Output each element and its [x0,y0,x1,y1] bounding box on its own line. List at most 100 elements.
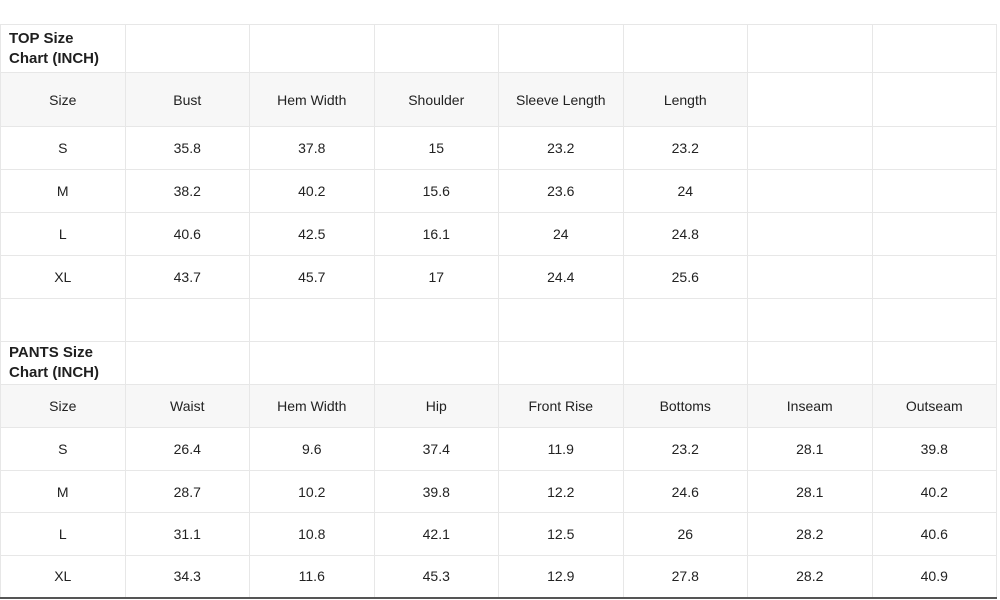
top-row-s: S 35.8 37.8 15 23.2 23.2 [0,126,997,170]
table-cell: 15.6 [373,169,499,213]
empty-cell [747,169,873,213]
pants-chart-title-line2: Chart (INCH) [9,364,99,381]
empty-cell [871,126,997,170]
top-chart-title-row: TOP Size Chart (INCH) [0,24,997,73]
table-cell: 40.2 [871,470,997,513]
empty-cell [871,341,997,385]
top-chart-title: TOP Size Chart (INCH) [0,24,126,73]
size-cell: L [0,212,126,256]
size-cell: M [0,470,126,513]
pants-header-hip: Hip [373,384,499,428]
pants-header-size: Size [0,384,126,428]
table-cell: 40.9 [871,555,997,598]
empty-cell [871,72,997,127]
size-cell: L [0,512,126,556]
pants-chart-title: PANTS Size Chart (INCH) [0,341,126,385]
table-cell: 28.2 [747,555,873,598]
table-cell: 10.8 [249,512,375,556]
table-cell: 26.4 [124,427,250,471]
table-cell: 23.2 [622,427,748,471]
pants-chart-header-row: Size Waist Hem Width Hip Front Rise Bott… [0,384,997,428]
top-chart-title-line1: TOP Size [9,29,74,47]
empty-cell [622,298,748,342]
table-cell: 12.9 [498,555,624,598]
table-cell: 23.2 [498,126,624,170]
table-cell: 16.1 [373,212,499,256]
top-header-bust: Bust [124,72,250,127]
empty-cell [498,24,624,73]
table-cell: 24 [498,212,624,256]
empty-cell [871,169,997,213]
table-cell: 45.3 [373,555,499,598]
table-cell: 43.7 [124,255,250,299]
empty-cell [124,24,250,73]
table-cell: 24.4 [498,255,624,299]
size-chart-table: TOP Size Chart (INCH) Size Bust Hem Widt… [0,24,997,599]
table-cell: 35.8 [124,126,250,170]
table-cell: 39.8 [373,470,499,513]
table-cell: 12.5 [498,512,624,556]
pants-header-front-rise: Front Rise [498,384,624,428]
table-cell: 25.6 [622,255,748,299]
table-cell: 24 [622,169,748,213]
table-cell: 12.2 [498,470,624,513]
table-cell: 28.2 [747,512,873,556]
pants-chart-title-line1: PANTS Size [9,344,93,361]
table-cell: 31.1 [124,512,250,556]
pants-header-waist: Waist [124,384,250,428]
table-cell: 28.7 [124,470,250,513]
empty-cell [498,341,624,385]
top-header-sleeve-length: Sleeve Length [498,72,624,127]
empty-cell [871,298,997,342]
table-cell: 40.6 [871,512,997,556]
pants-row-s: S 26.4 9.6 37.4 11.9 23.2 28.1 39.8 [0,427,997,471]
empty-cell [498,298,624,342]
empty-cell [871,255,997,299]
table-cell: 37.8 [249,126,375,170]
table-cell: 39.8 [871,427,997,471]
empty-cell [249,298,375,342]
pants-row-l: L 31.1 10.8 42.1 12.5 26 28.2 40.6 [0,512,997,556]
table-cell: 38.2 [124,169,250,213]
table-cell: 23.6 [498,169,624,213]
empty-cell [124,341,250,385]
empty-cell [747,298,873,342]
table-cell: 40.2 [249,169,375,213]
empty-cell [747,255,873,299]
table-cell: 10.2 [249,470,375,513]
table-cell: 28.1 [747,427,873,471]
empty-cell [373,24,499,73]
table-cell: 40.6 [124,212,250,256]
pants-row-xl: XL 34.3 11.6 45.3 12.9 27.8 28.2 40.9 [0,555,997,598]
spacer-row [0,298,997,342]
empty-cell [249,341,375,385]
size-cell: XL [0,255,126,299]
top-row-m: M 38.2 40.2 15.6 23.6 24 [0,169,997,213]
pants-header-outseam: Outseam [871,384,997,428]
top-row-l: L 40.6 42.5 16.1 24 24.8 [0,212,997,256]
empty-cell [747,212,873,256]
table-cell: 23.2 [622,126,748,170]
table-cell: 42.5 [249,212,375,256]
table-cell: 24.6 [622,470,748,513]
pants-chart-title-row: PANTS Size Chart (INCH) [0,341,997,385]
top-header-length: Length [622,72,748,127]
table-cell: 11.9 [498,427,624,471]
empty-cell [0,298,126,342]
pants-header-hem-width: Hem Width [249,384,375,428]
empty-cell [747,341,873,385]
table-cell: 27.8 [622,555,748,598]
table-cell: 37.4 [373,427,499,471]
top-header-hem-width: Hem Width [249,72,375,127]
table-cell: 9.6 [249,427,375,471]
top-row-xl: XL 43.7 45.7 17 24.4 25.6 [0,255,997,299]
empty-cell [747,72,873,127]
table-cell: 28.1 [747,470,873,513]
pants-header-inseam: Inseam [747,384,873,428]
size-cell: XL [0,555,126,598]
table-cell: 15 [373,126,499,170]
empty-cell [622,24,748,73]
empty-cell [373,341,499,385]
empty-cell [747,126,873,170]
size-cell: S [0,427,126,471]
